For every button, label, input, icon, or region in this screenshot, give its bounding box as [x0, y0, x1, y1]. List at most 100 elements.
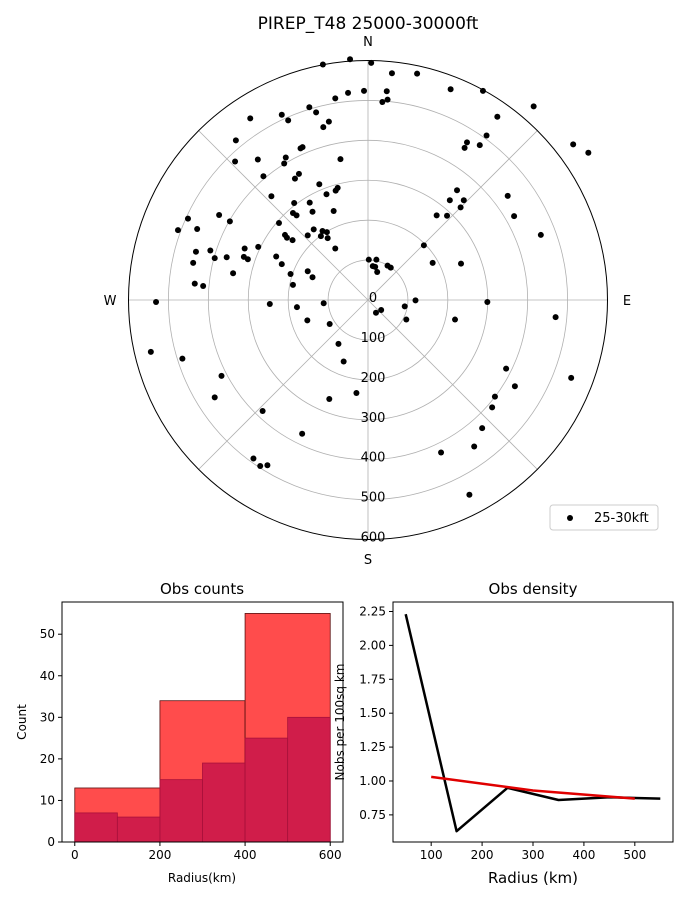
density-y-tick-label: 1.50: [359, 706, 386, 720]
hist-ylabel: Count: [15, 704, 29, 740]
polar-data-points: [147, 56, 592, 498]
polar-data-point: [316, 181, 323, 188]
polar-data-point: [401, 303, 408, 310]
hist-bar: [287, 716, 331, 843]
polar-data-point: [483, 132, 490, 139]
compass-label-east: E: [623, 294, 631, 309]
polar-data-point: [230, 270, 237, 277]
figure-title: PIREP_T48 25000-30000ft: [258, 14, 479, 34]
polar-data-point: [259, 407, 266, 414]
polar-data-point: [247, 115, 254, 122]
density-title: Obs density: [489, 580, 578, 598]
density-y-tick-label: 1.75: [359, 672, 386, 686]
polar-data-point: [414, 70, 421, 77]
polar-gridlines: [128, 60, 608, 540]
polar-data-point: [454, 187, 461, 194]
polar-data-point: [266, 300, 273, 307]
polar-data-point: [306, 104, 313, 111]
polar-data-point: [240, 253, 247, 260]
polar-data-point: [223, 254, 230, 261]
density-y-tick-label: 1.00: [359, 774, 386, 788]
polar-r-tick-label: 500: [361, 491, 386, 506]
density-x-tick-label: 500: [623, 848, 646, 862]
polar-data-point: [260, 173, 267, 180]
polar-data-point: [511, 213, 518, 220]
polar-data-point: [369, 263, 376, 270]
density-ticks: 100 200 300 400 500 0.75 1.00 1.25 1.50 1.75 2.00 2…: [359, 604, 646, 862]
obs-counts-histogram: Obs counts 0 200 400 600 0 10 20 30 40 50 Radius(…: [15, 580, 344, 885]
polar-data-point: [241, 245, 248, 252]
hist-y-tick-label: 20: [40, 752, 55, 766]
polar-data-point: [365, 256, 372, 263]
polar-data-point: [378, 306, 385, 313]
polar-data-point: [273, 253, 280, 260]
polar-data-point: [285, 117, 292, 124]
polar-grid-spoke: [198, 299, 369, 470]
hist-bar: [202, 762, 246, 843]
polar-data-point: [320, 300, 327, 307]
hist-bar: [244, 737, 289, 843]
polar-data-point: [479, 425, 486, 432]
polar-data-point: [191, 280, 198, 287]
polar-scatter-chart: 0 100 200 300 400 500 600 N E S W 25-30kft: [104, 35, 659, 568]
polar-data-point: [511, 383, 518, 390]
polar-data-point: [254, 156, 261, 163]
polar-data-point: [287, 271, 294, 278]
density-y-tick-label: 2.00: [359, 638, 386, 652]
polar-data-point: [313, 109, 320, 116]
polar-data-point: [446, 197, 453, 204]
polar-data-point: [384, 96, 391, 103]
hist-bar: [74, 812, 118, 843]
polar-data-point: [504, 192, 511, 199]
polar-data-point: [335, 340, 342, 347]
hist-xlabel: Radius(km): [168, 871, 236, 885]
polar-data-point: [353, 390, 360, 397]
polar-data-point: [324, 235, 331, 242]
polar-data-point: [207, 247, 214, 254]
polar-data-point: [309, 208, 316, 215]
hist-y-tick-label: 30: [40, 710, 55, 724]
polar-data-point: [174, 227, 181, 234]
polar-data-point: [216, 211, 223, 218]
polar-data-point: [489, 404, 496, 411]
polar-data-point: [374, 269, 381, 276]
polar-data-point: [255, 243, 262, 250]
polar-data-point: [232, 158, 239, 165]
polar-data-point: [429, 259, 436, 266]
polar-data-point: [320, 124, 327, 131]
polar-data-point: [461, 144, 468, 151]
polar-data-point: [471, 443, 478, 450]
polar-data-point: [281, 231, 288, 238]
hist-y-tick-label: 0: [47, 835, 55, 849]
polar-grid-spoke: [198, 130, 369, 301]
polar-data-point: [309, 274, 316, 281]
polar-data-point: [192, 248, 199, 255]
density-x-tick-label: 100: [420, 848, 443, 862]
polar-data-point: [293, 212, 300, 219]
density-x-tick-label: 300: [522, 848, 545, 862]
polar-data-point: [340, 358, 347, 365]
polar-data-point: [387, 264, 394, 271]
compass-label-west: W: [104, 294, 117, 309]
polar-data-point: [537, 231, 544, 238]
polar-data-point: [458, 260, 465, 267]
polar-data-point: [361, 87, 368, 94]
polar-data-point: [494, 113, 501, 120]
polar-data-point: [281, 160, 288, 167]
polar-data-point: [491, 393, 498, 400]
polar-data-point: [190, 259, 197, 266]
polar-data-point: [332, 245, 339, 252]
hist-axes-frame: [61, 601, 344, 843]
polar-data-point: [530, 103, 537, 110]
polar-data-point: [250, 455, 257, 462]
density-lines: [404, 613, 661, 833]
polar-data-point: [447, 86, 454, 93]
polar-data-point: [293, 304, 300, 311]
hist-bar: [116, 816, 161, 843]
polar-plot-outline: [128, 60, 608, 540]
density-y-tick-label: 0.75: [359, 808, 386, 822]
polar-data-point: [257, 463, 264, 470]
polar-grid-spoke: [367, 130, 538, 301]
polar-data-point: [433, 212, 440, 219]
